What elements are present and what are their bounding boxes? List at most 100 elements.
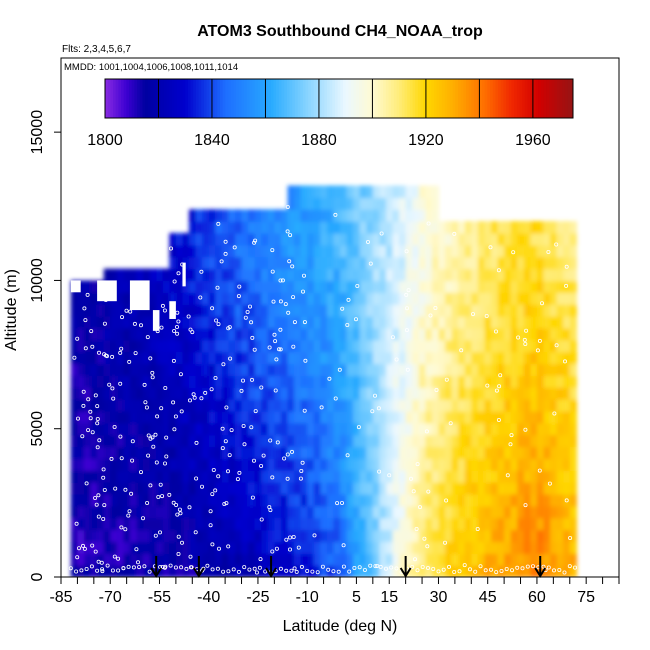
heatmap-cell <box>300 316 308 329</box>
heatmap-cell <box>294 185 302 198</box>
heatmap-cell <box>313 482 321 495</box>
heatmap-cell <box>359 185 367 198</box>
heatmap-cell <box>300 197 308 210</box>
sample-point <box>86 428 91 433</box>
heatmap-cell <box>195 221 203 234</box>
heatmap-cell <box>510 304 518 317</box>
heatmap-cell <box>241 221 249 234</box>
heatmap-cell <box>235 541 243 554</box>
heatmap-cell <box>504 529 512 542</box>
sample-point <box>426 489 431 494</box>
heatmap-cell <box>438 529 446 542</box>
heatmap-cell <box>504 256 512 270</box>
sample-point <box>410 565 415 570</box>
heatmap-cell <box>523 256 531 270</box>
heatmap-cell <box>556 256 564 270</box>
heatmap-cell <box>491 517 499 531</box>
heatmap-cell <box>235 292 243 305</box>
heatmap-cell <box>320 209 328 222</box>
heatmap-cell <box>405 221 413 234</box>
heatmap-cell <box>464 399 472 412</box>
heatmap-cell <box>471 351 479 365</box>
heatmap-cell <box>313 316 321 329</box>
heatmap-cell <box>90 410 98 424</box>
heatmap-cell <box>195 339 203 353</box>
heatmap-cell <box>162 422 170 436</box>
heatmap-cell <box>129 541 138 554</box>
heatmap-cell <box>497 221 505 234</box>
heatmap-cell <box>287 505 295 519</box>
sample-point <box>387 473 392 478</box>
heatmap-cell <box>392 244 400 258</box>
heatmap-cell <box>248 327 256 341</box>
sample-point <box>282 456 287 461</box>
heatmap-cell <box>563 233 571 246</box>
colorbar-band <box>161 79 165 118</box>
heatmap-cell <box>136 399 144 412</box>
heatmap-cell <box>392 268 400 282</box>
heatmap-cell <box>504 399 512 412</box>
heatmap-cell <box>241 316 249 329</box>
heatmap-cell <box>90 327 98 341</box>
heatmap-cell <box>169 541 177 554</box>
heatmap-cell <box>431 316 440 329</box>
heatmap-cell <box>366 565 374 577</box>
heatmap-cell <box>97 422 105 436</box>
heatmap-cell <box>208 482 216 495</box>
sample-point <box>210 542 215 547</box>
heatmap-cell <box>129 553 138 566</box>
sample-point <box>383 566 388 571</box>
heatmap-cell <box>425 410 433 424</box>
heatmap-cell <box>162 482 170 495</box>
colorbar-band <box>252 79 256 118</box>
heatmap-cell <box>550 316 558 329</box>
colorbar-band <box>169 79 173 118</box>
heatmap-cell <box>156 458 164 471</box>
heatmap-cell <box>372 304 380 317</box>
heatmap-cell <box>208 339 216 353</box>
heatmap-cell <box>491 553 499 566</box>
heatmap-cell <box>491 304 499 317</box>
heatmap-cell <box>366 304 374 317</box>
heatmap-cell <box>248 565 256 577</box>
sample-point <box>509 433 514 438</box>
heatmap-cell <box>70 446 78 459</box>
heatmap-cell <box>333 387 341 400</box>
sample-point <box>143 400 148 405</box>
heatmap-cell <box>379 541 387 554</box>
colorbar-band <box>294 79 299 118</box>
sample-point <box>208 509 213 514</box>
sample-point <box>105 354 110 359</box>
heatmap-cell <box>313 446 321 459</box>
colorbar-band <box>463 79 467 118</box>
heatmap-cell <box>372 185 380 198</box>
x-tick-label: -70 <box>99 589 122 606</box>
sample-point <box>405 367 410 372</box>
heatmap-cell <box>162 494 170 507</box>
heatmap-cell <box>340 339 348 353</box>
heatmap-cell <box>464 375 472 388</box>
heatmap-gap <box>70 280 81 293</box>
heatmap-cell <box>228 470 236 483</box>
heatmap-cell <box>215 529 223 542</box>
heatmap-cell <box>366 316 374 329</box>
heatmap-cell <box>418 446 426 459</box>
heatmap-cell <box>333 363 341 376</box>
heatmap-cell <box>517 280 525 293</box>
heatmap-cell <box>484 339 492 353</box>
heatmap-cell <box>458 434 466 448</box>
heatmap-cell <box>169 517 177 531</box>
heatmap-cell <box>484 494 492 507</box>
sample-point <box>452 231 457 236</box>
heatmap-cell <box>136 422 144 436</box>
sample-point <box>504 567 509 572</box>
sample-point <box>163 564 168 569</box>
heatmap-cell <box>504 553 512 566</box>
heatmap-cell <box>523 292 531 305</box>
heatmap-cell <box>70 339 78 353</box>
heatmap-cell <box>208 446 216 459</box>
sample-point <box>119 525 124 530</box>
heatmap-cell <box>464 470 472 483</box>
heatmap-cell <box>431 244 440 258</box>
heatmap-cell <box>536 387 545 400</box>
